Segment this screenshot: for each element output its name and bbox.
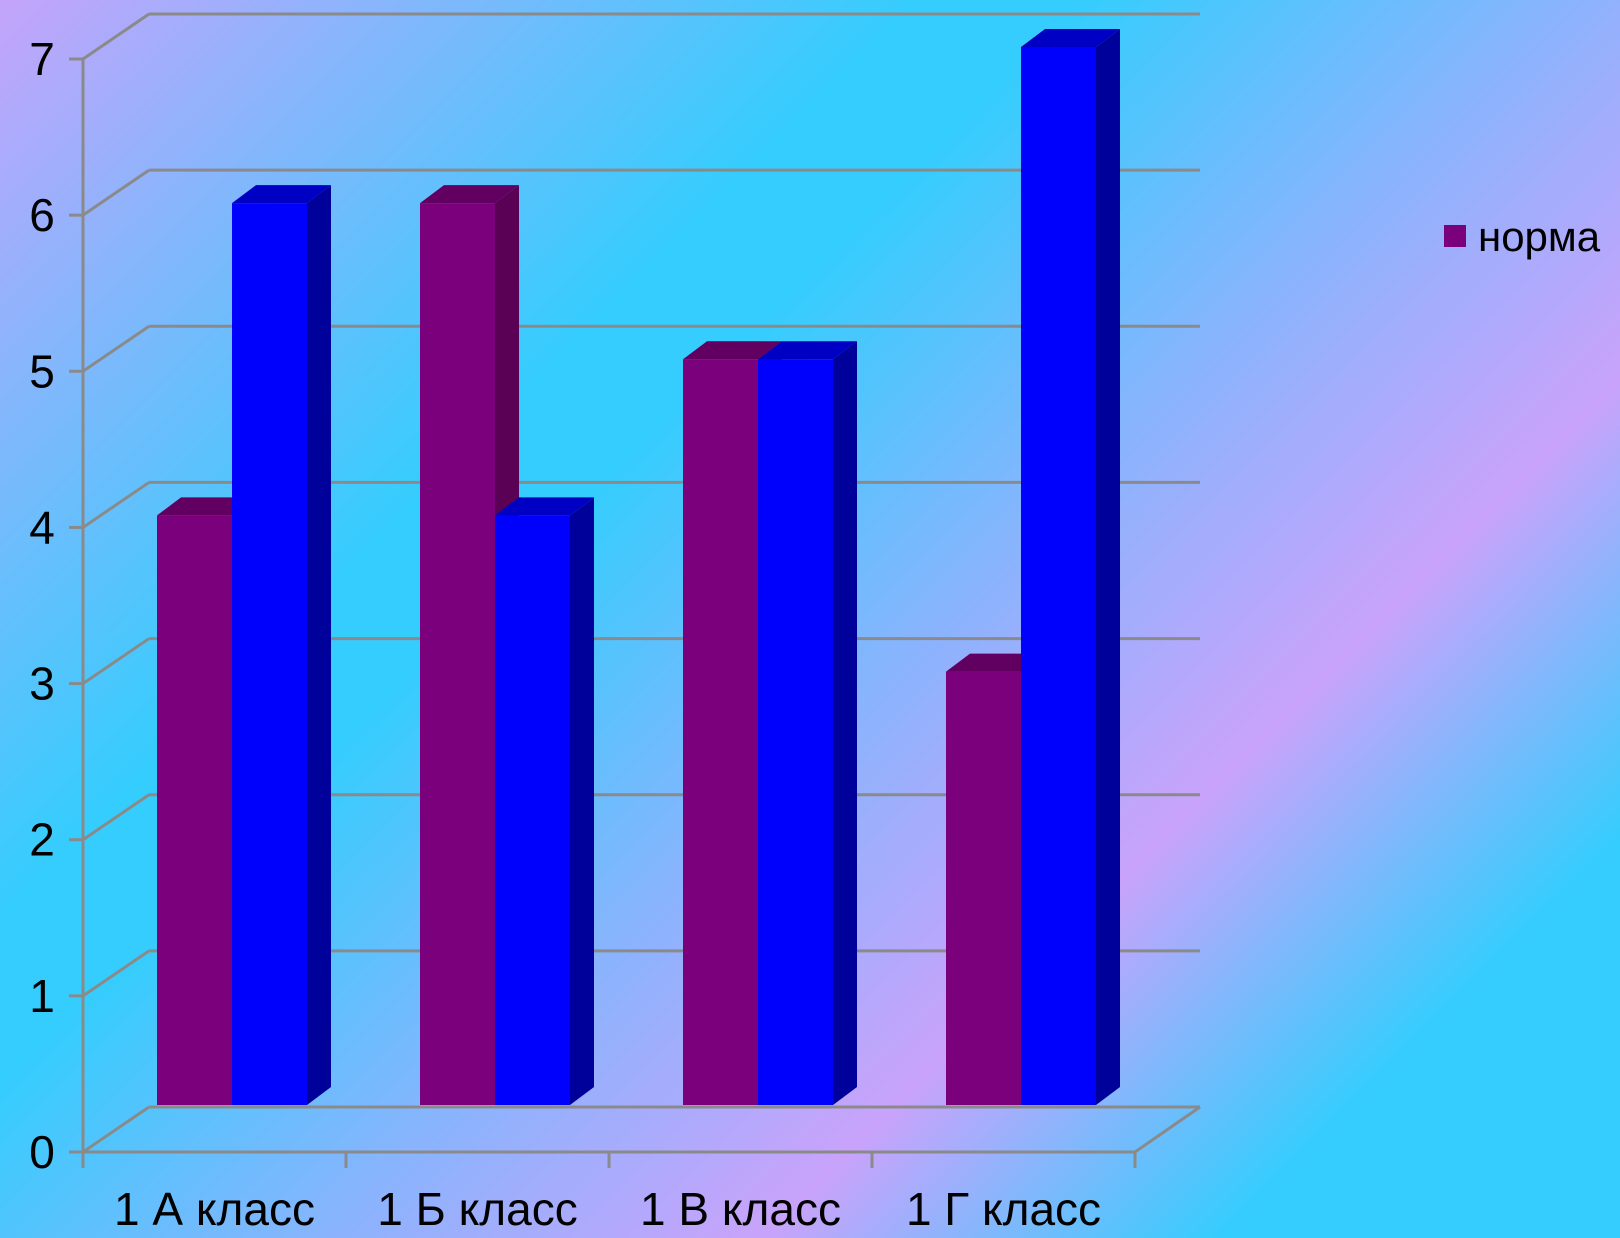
y-tick-label: 4: [29, 501, 55, 553]
x-tick-label: 1 А класс: [114, 1183, 315, 1235]
bar-top: [1021, 29, 1120, 47]
gridline-side: [82, 168, 150, 217]
bar: [420, 203, 495, 1106]
gridline-side: [82, 12, 150, 61]
y-tick-label: 5: [29, 345, 55, 397]
gridline-side: [82, 637, 150, 685]
x-tick-labels: 1 А класс 1 Б класс 1 В класс 1 Г класс: [114, 1183, 1101, 1235]
legend-swatch: [1444, 225, 1466, 247]
bar-side: [1096, 29, 1120, 1105]
y-tick-label: 0: [29, 1126, 55, 1178]
y-tick-label: 7: [29, 33, 55, 85]
gridline-side: [82, 481, 150, 529]
gridline-side: [82, 949, 150, 998]
x-tick-label: 1 Б класс: [377, 1183, 577, 1235]
bar-side: [307, 185, 331, 1106]
bar-top: [946, 653, 1045, 672]
y-tick-label: 2: [29, 814, 55, 866]
legend: норма: [1444, 213, 1601, 260]
y-tick-label: 3: [29, 658, 55, 710]
bar: [683, 359, 758, 1105]
bar: [946, 671, 1021, 1105]
bar-side: [570, 497, 594, 1105]
axes: [69, 57, 1201, 1168]
y-tick-label: 1: [29, 970, 55, 1022]
gridline-side: [82, 1105, 150, 1154]
bar-top: [232, 185, 331, 204]
bar: [232, 203, 307, 1106]
bars: [157, 29, 1120, 1106]
gridline-side: [82, 325, 150, 373]
bar-top: [157, 497, 256, 516]
x-tick-label: 1 В класс: [640, 1183, 841, 1235]
bar: [1021, 47, 1096, 1105]
bar-top: [420, 185, 519, 204]
y-tick-labels: 0 1 2 3 4 5 6 7: [29, 33, 55, 1178]
bar-side: [833, 341, 857, 1105]
y-tick-label: 6: [29, 189, 55, 241]
bar-top: [758, 341, 857, 360]
floor-edge: [1134, 1105, 1201, 1154]
bar-top: [495, 497, 594, 516]
legend-label: норма: [1478, 213, 1601, 260]
bar-top: [683, 341, 782, 360]
bar: [758, 359, 833, 1105]
bar: [495, 515, 570, 1105]
gridline-side: [82, 793, 150, 841]
bar: [157, 515, 232, 1105]
x-tick-label: 1 Г класс: [906, 1183, 1101, 1235]
